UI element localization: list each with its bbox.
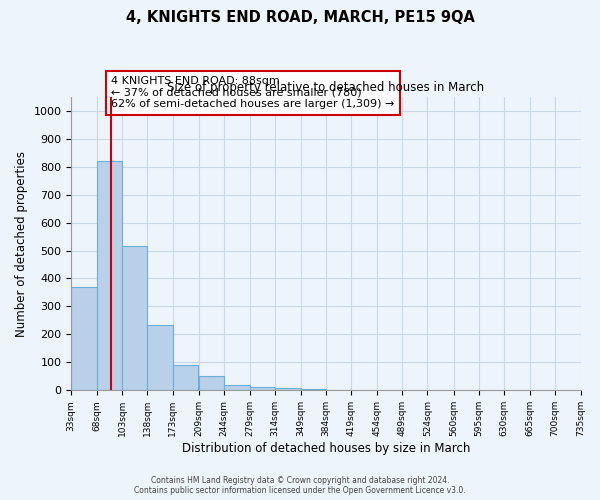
Bar <box>173 365 198 390</box>
Text: 4 KNIGHTS END ROAD: 88sqm
← 37% of detached houses are smaller (780)
62% of semi: 4 KNIGHTS END ROAD: 88sqm ← 37% of detac… <box>111 76 395 110</box>
Text: Contains HM Land Registry data © Crown copyright and database right 2024.
Contai: Contains HM Land Registry data © Crown c… <box>134 476 466 495</box>
Bar <box>122 246 148 390</box>
X-axis label: Distribution of detached houses by size in March: Distribution of detached houses by size … <box>182 442 470 455</box>
Y-axis label: Number of detached properties: Number of detached properties <box>15 150 28 336</box>
Title: Size of property relative to detached houses in March: Size of property relative to detached ho… <box>167 81 484 94</box>
Bar <box>301 389 326 390</box>
Text: 4, KNIGHTS END ROAD, MARCH, PE15 9QA: 4, KNIGHTS END ROAD, MARCH, PE15 9QA <box>125 10 475 25</box>
Bar <box>224 385 250 390</box>
Bar <box>97 161 122 390</box>
Bar <box>148 324 173 390</box>
Bar <box>199 376 224 390</box>
Bar <box>250 386 275 390</box>
Bar <box>71 287 97 391</box>
Bar <box>275 388 301 390</box>
